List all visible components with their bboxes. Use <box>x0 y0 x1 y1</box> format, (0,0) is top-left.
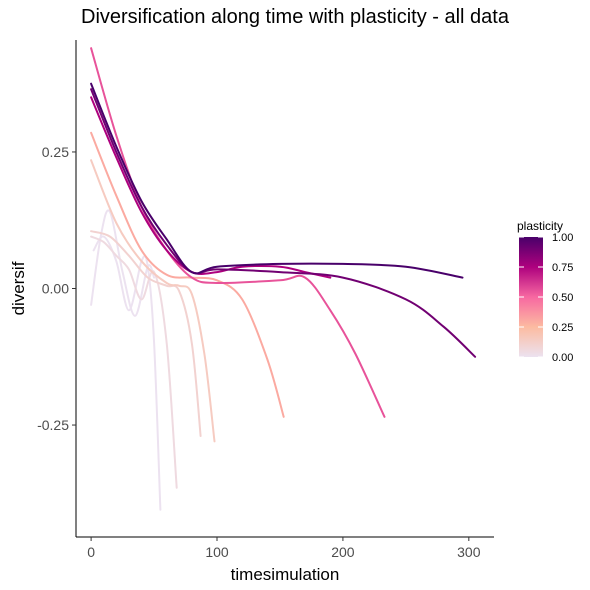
series-line-5 <box>90 159 216 443</box>
y-tick-label: 0.25 <box>42 144 69 160</box>
series-lines <box>90 47 477 511</box>
legend-tick-label: 0.00 <box>552 352 573 364</box>
series-line-8 <box>92 235 162 511</box>
series-line-9 <box>90 209 156 317</box>
series-line-0 <box>90 82 464 279</box>
series-line-7 <box>90 235 178 489</box>
legend-tick-label: 0.75 <box>552 262 573 274</box>
x-tick-label: 100 <box>205 544 229 560</box>
legend-tick-label: 0.50 <box>552 292 573 304</box>
x-tick-label: 0 <box>87 544 95 560</box>
legend-tick-label: 0.25 <box>552 322 573 334</box>
series-line-3 <box>90 96 332 279</box>
legend-title: plasticity <box>517 219 563 233</box>
series-line-2 <box>90 47 386 418</box>
series-line-1 <box>90 88 477 358</box>
x-tick-label: 300 <box>457 544 481 560</box>
y-axis-label: diversif <box>9 261 28 315</box>
chart-title: Diversification along time with plastici… <box>81 6 509 28</box>
series-line-6 <box>90 230 202 437</box>
legend: plasticity 0.00 0.25 0.50 0.75 1.00 <box>517 219 573 364</box>
axes: 0 100 200 300 -0.25 0.00 0.25 timesimulation div… <box>9 40 494 584</box>
legend-tick-label: 1.00 <box>552 232 573 244</box>
x-axis-label: timesimulation <box>231 565 340 584</box>
y-tick-label: -0.25 <box>37 417 69 433</box>
y-tick-label: 0.00 <box>42 281 69 297</box>
x-tick-label: 200 <box>331 544 355 560</box>
